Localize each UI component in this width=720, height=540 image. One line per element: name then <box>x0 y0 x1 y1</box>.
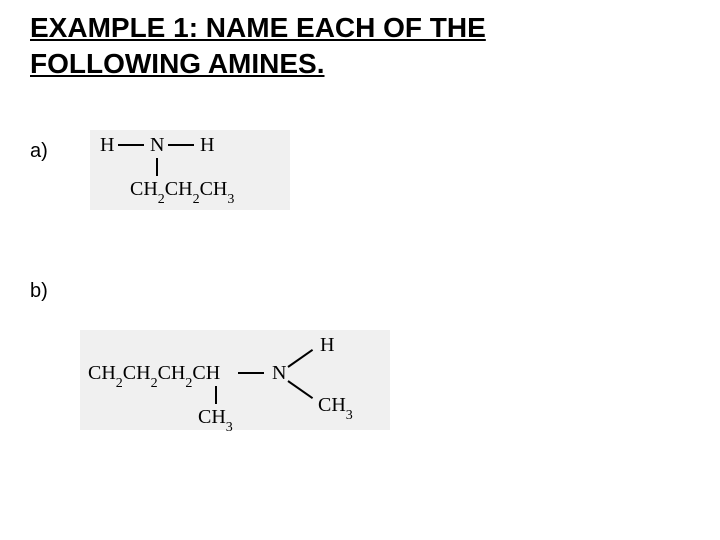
part-label-b: b) <box>30 280 48 303</box>
atom-h-right: H <box>200 134 214 157</box>
bond-n-ch3-angle <box>287 380 313 399</box>
bond-n-h-angle <box>287 349 313 368</box>
structure-b: CH2CH2CH2CH CH3 N H CH3 <box>80 330 390 430</box>
title-line-2: FOLLOWING AMINES. <box>30 48 325 79</box>
bond-ch-n <box>238 372 264 374</box>
structure-a: H N H CH2CH2CH3 <box>90 130 290 210</box>
page-title: EXAMPLE 1: NAME EACH OF THE FOLLOWING AM… <box>30 10 486 83</box>
atom-h-left: H <box>100 134 114 157</box>
chain-b-left: CH2CH2CH2CH <box>88 362 220 389</box>
bond-ch-branch <box>215 386 217 404</box>
atom-n: N <box>150 134 164 157</box>
bond-n-h <box>168 144 194 146</box>
bond-n-chain <box>156 158 158 176</box>
title-line-1: EXAMPLE 1: NAME EACH OF THE <box>30 12 486 43</box>
chain-a: CH2CH2CH3 <box>130 178 234 205</box>
branch-ch3: CH3 <box>198 406 233 433</box>
atom-n-b: N <box>272 362 286 385</box>
bond-h-n <box>118 144 144 146</box>
n-ch3: CH3 <box>318 394 353 421</box>
atom-h-top: H <box>320 334 334 357</box>
part-label-a: a) <box>30 140 48 163</box>
